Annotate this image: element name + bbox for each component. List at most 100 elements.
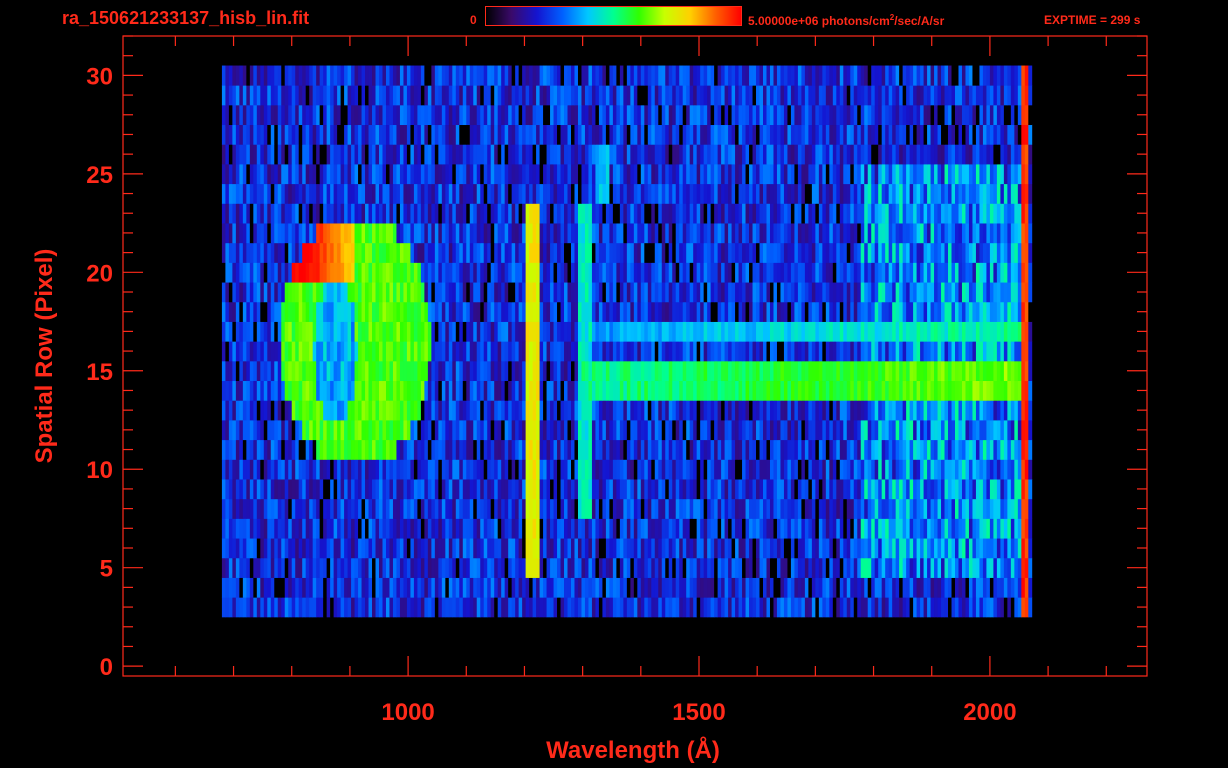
heatmap-cell — [972, 321, 977, 342]
heatmap-cell — [358, 282, 362, 303]
heatmap-cell — [518, 360, 523, 382]
heatmap-cell — [337, 380, 341, 401]
heatmap-cell — [630, 557, 635, 578]
heatmap-cell — [651, 498, 656, 519]
heatmap-cell — [735, 459, 739, 480]
heatmap-cell — [487, 400, 492, 421]
heatmap-cell — [787, 242, 792, 263]
heatmap-cell — [728, 479, 732, 500]
heatmap-cell — [302, 400, 307, 421]
heatmap-cell — [668, 223, 673, 244]
heatmap-cell — [302, 223, 307, 244]
heatmap-cell — [358, 518, 362, 539]
heatmap-cell — [895, 321, 900, 342]
heatmap-cell — [902, 262, 907, 283]
heatmap-cell — [605, 242, 610, 263]
heatmap-cell — [253, 242, 258, 263]
heatmap-cell — [410, 557, 415, 578]
heatmap-cell — [277, 400, 282, 421]
heatmap-cell — [742, 439, 746, 460]
heatmap-cell — [598, 321, 603, 342]
heatmap-cell — [742, 400, 746, 421]
heatmap-cell — [434, 538, 439, 559]
heatmap-cell — [913, 360, 917, 382]
heatmap-cell — [319, 479, 324, 500]
heatmap-cell — [469, 459, 474, 480]
heatmap-cell — [836, 380, 841, 401]
heatmap-cell — [749, 223, 753, 244]
heatmap-cell — [944, 459, 949, 480]
heatmap-cell — [221, 301, 226, 322]
heatmap-cell — [763, 262, 767, 283]
heatmap-cell — [1028, 203, 1033, 224]
heatmap-cell — [413, 321, 418, 342]
heatmap-cell — [389, 321, 394, 342]
heatmap-cell — [588, 538, 593, 559]
heatmap-cell — [351, 301, 355, 322]
heatmap-cell — [553, 498, 558, 519]
heatmap-cell — [260, 538, 265, 559]
heatmap-cell — [564, 183, 568, 204]
heatmap-cell — [358, 479, 362, 500]
heatmap-cell — [228, 301, 233, 322]
heatmap-cell — [242, 557, 247, 578]
heatmap-cell — [955, 538, 959, 559]
heatmap-cell — [1000, 557, 1005, 578]
heatmap-cell — [773, 380, 778, 401]
heatmap-cell — [550, 282, 554, 303]
heatmap-cell — [452, 420, 457, 441]
heatmap-cell — [724, 420, 729, 441]
heatmap-cell — [333, 301, 338, 322]
heatmap-cell — [878, 223, 883, 244]
heatmap-cell — [923, 597, 928, 618]
heatmap-cell — [756, 242, 760, 263]
heatmap-cell — [466, 577, 471, 598]
heatmap-cell — [591, 242, 596, 263]
heatmap-cell — [832, 518, 837, 539]
heatmap-cell — [923, 321, 928, 342]
heatmap-cell — [679, 301, 684, 322]
heatmap-cell — [815, 518, 820, 539]
heatmap-cell — [735, 577, 739, 598]
heatmap-cell — [923, 242, 928, 263]
heatmap-cell — [923, 203, 928, 224]
heatmap-cell — [623, 301, 628, 322]
heatmap-cell — [766, 321, 771, 342]
heatmap-cell — [794, 262, 799, 283]
heatmap-cell — [776, 577, 781, 598]
heatmap-cell — [846, 597, 851, 618]
heatmap-cell — [958, 459, 963, 480]
heatmap-cell — [1003, 262, 1008, 283]
heatmap-cell — [480, 479, 485, 500]
heatmap-cell — [609, 498, 614, 519]
heatmap-cell — [365, 498, 369, 519]
heatmap-cell — [693, 459, 698, 480]
heatmap-cell — [253, 420, 258, 441]
heatmap-cell — [323, 203, 328, 224]
heatmap-cell — [745, 498, 750, 519]
heatmap-cell — [316, 282, 321, 303]
heatmap-cell — [682, 321, 687, 342]
heatmap-cell — [347, 203, 352, 224]
heatmap-cell — [529, 380, 533, 401]
heatmap-cell — [448, 341, 453, 362]
heatmap-cell — [975, 242, 980, 263]
heatmap-cell — [815, 380, 820, 401]
heatmap-cell — [658, 518, 663, 539]
heatmap-cell — [955, 557, 959, 578]
heatmap-cell — [979, 360, 984, 382]
heatmap-cell — [808, 282, 813, 303]
heatmap-cell — [668, 203, 673, 224]
heatmap-cell — [434, 479, 439, 500]
heatmap-cell — [455, 479, 460, 500]
heatmap-cell — [396, 518, 401, 539]
heatmap-cell — [504, 321, 509, 342]
heatmap-cell — [647, 242, 652, 263]
heatmap-cell — [993, 282, 998, 303]
heatmap-cell — [913, 203, 917, 224]
heatmap-cell — [703, 479, 708, 500]
heatmap-cell — [1028, 380, 1033, 401]
heatmap-cell — [749, 597, 753, 618]
heatmap-cell — [588, 479, 593, 500]
heatmap-cell — [385, 439, 390, 460]
